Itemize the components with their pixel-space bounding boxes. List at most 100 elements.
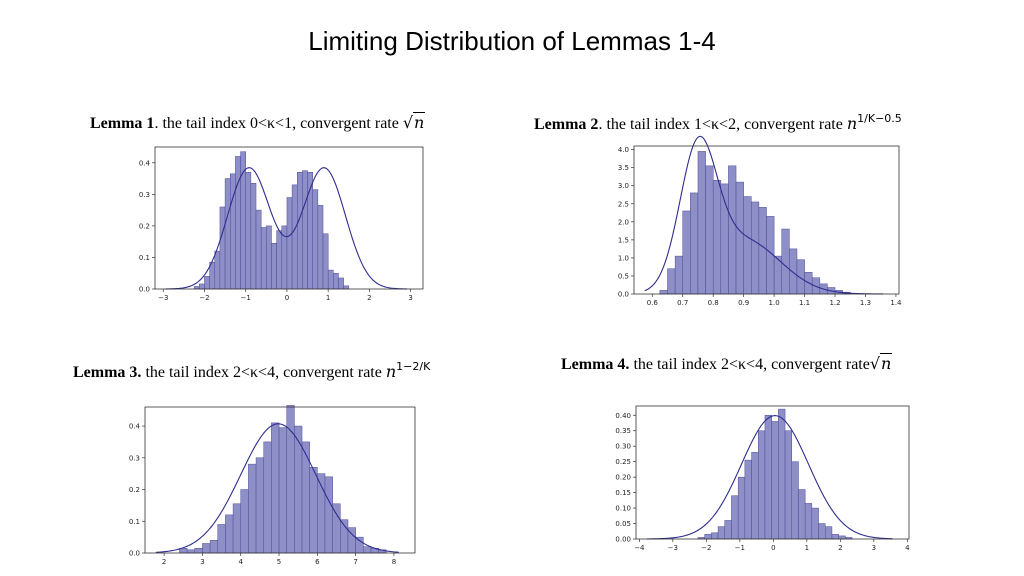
y-tick-label: 1.5 [618,236,629,244]
histogram-bar [260,227,267,290]
x-tick-label: 0 [285,294,289,302]
histogram-bar [255,457,264,554]
y-tick-label: 0.15 [615,489,631,497]
histogram-bar [263,441,272,554]
histogram-bar [194,547,203,554]
y-tick-label: 0.35 [615,427,631,435]
histogram-bar [327,269,334,290]
y-tick-label: 0.4 [139,159,151,167]
histogram-bar [735,181,744,295]
histogram-bar [682,210,691,295]
histogram-bar [764,415,772,540]
y-tick-label: 0.4 [129,423,141,431]
rate-exponent: 1/Κ−0.5 [857,112,902,125]
axes-frame [633,145,900,295]
sqrt-n-rate: √n [402,112,426,132]
histogram-bar [758,207,767,295]
kde-curve [644,135,884,295]
chart-lemma-3: 0.0 0.1 0.2 0.3 0.4 2 3 4 5 6 7 8 [129,405,416,566]
chart-lemma-1: 0.0 0.1 0.2 0.3 0.4 −3 −2 −1 0 1 2 3 [139,146,424,302]
histogram-bar [825,526,833,540]
x-tick-label: 1 [326,294,330,302]
caption-lemma-3: Lemma 3. the tail index 2<κ<4, convergen… [73,360,430,384]
x-tick-label: 0.7 [677,299,688,307]
y-tick-label: 0.1 [139,254,150,262]
caption-lemma-1: Lemma 1. the tail index 0<κ<1, convergen… [90,112,426,134]
histogram-bar [235,156,241,290]
x-tick-label: 1.0 [769,299,780,307]
y-tick-label: 0.0 [129,550,140,558]
y-tick-label: 0.05 [615,520,631,528]
histogram-bar [743,196,752,295]
x-tick-label: 6 [315,558,320,566]
caption-lemma-4-label: Lemma 4. [561,356,630,373]
histogram-bar [690,192,699,295]
histogram-bar [309,467,318,554]
histogram-bar [219,206,226,290]
histogram-bar [186,549,196,554]
y-tick-label: 0.20 [615,474,631,482]
y-tick-label: 3.0 [618,182,629,190]
histogram-bar [363,546,372,554]
histogram-bar [724,520,732,540]
histogram-bar [818,523,826,540]
histogram-bar [771,421,779,540]
y-tick-label: 0.25 [615,458,631,466]
histogram-bar [712,180,722,295]
y-tick-label: 0.2 [129,486,140,494]
y-tick-label: 0.2 [139,222,150,230]
histogram-bar [296,171,303,290]
caption-lemma-2-text: . the tail index 1<κ<2, convergent rate [598,116,847,133]
histogram-bar [704,534,712,540]
caption-lemma-4: Lemma 4. the tail index 2<κ<4, convergen… [561,353,893,375]
x-tick-label: 8 [392,558,396,566]
histogram-bar [781,228,790,295]
histogram-bar [784,430,793,540]
caption-lemma-2: Lemma 2. the tail index 1<κ<2, convergen… [534,112,902,136]
rate-base: n [385,362,397,381]
x-tick-label: 2 [367,294,371,302]
histogram-bar [276,230,283,290]
histogram-bar [245,171,252,290]
caption-lemma-1-text: . the tail index 0<κ<1, convergent rate [154,115,403,132]
x-tick-label: −3 [158,294,168,302]
x-tick-label: 3 [872,544,876,552]
x-tick-label: 0 [771,544,775,552]
x-tick-label: 3 [408,294,412,302]
histogram-bar [333,272,339,290]
histogram-bar [778,408,786,540]
histogram-bar [202,543,211,554]
histogram-bar [291,184,298,290]
histogram-bar [322,233,329,290]
x-tick-label: −1 [735,544,745,552]
histogram-bar [266,225,272,290]
histogram-bar [674,255,683,295]
histogram-bar [338,277,344,290]
histogram-bar [751,452,759,540]
histogram-bar [324,476,333,554]
y-tick-label: 4.0 [618,146,629,154]
histogram-bar [798,489,806,540]
histogram-bar [838,535,846,540]
histogram-bar [705,165,714,295]
y-tick-label: 0.3 [129,454,140,462]
x-tick-label: 2 [838,544,842,552]
histogram-bar [224,178,231,290]
histogram-bar [811,507,819,540]
histogram-bar [804,503,813,540]
caption-lemma-4-text: the tail index 2<κ<4, convergent rate [629,356,870,373]
x-tick-label: −2 [701,544,711,552]
histogram-bar [737,476,746,540]
histogram-bar [667,268,676,295]
y-tick-label: 0.40 [615,412,631,420]
histogram-bar [791,461,799,540]
x-tick-label: 0.6 [647,299,659,307]
caption-lemma-1-label: Lemma 1 [90,115,155,132]
histogram-bar [312,189,319,290]
histogram-bar [717,526,726,540]
y-tick-label: 0.30 [615,443,631,451]
y-tick-label: 0.1 [129,518,140,526]
histogram-bar [248,463,257,554]
x-tick-label: −4 [634,544,645,552]
histogram-bar [317,205,324,290]
